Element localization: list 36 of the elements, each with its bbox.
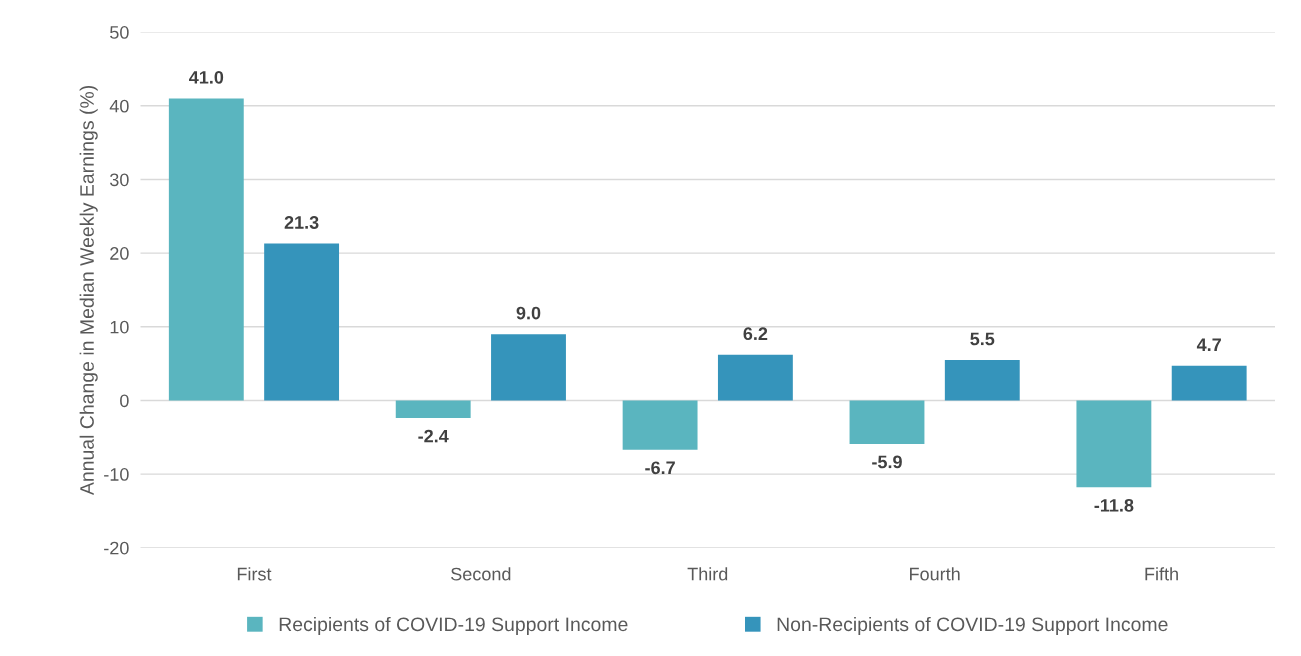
legend-label: Recipients of COVID-19 Support Income (279, 616, 628, 636)
data-label: 4.7 (1196, 338, 1221, 351)
data-label: 9.0 (516, 306, 541, 320)
y-tick-label: 40 (109, 99, 129, 113)
y-tick-label: 50 (110, 26, 129, 39)
y-tick-label: -20 (104, 541, 129, 555)
y-tick-label: -10 (104, 468, 129, 481)
data-label: 6.2 (743, 327, 768, 341)
data-label: -2.4 (418, 429, 449, 443)
x-tick-label: Second (451, 567, 511, 581)
y-axis-title: Annual Change in Median Weekly Earnings (%) (79, 85, 98, 496)
bar (168, 98, 244, 401)
x-tick-label: Fifth (1145, 567, 1178, 581)
y-tick-label: 10 (110, 320, 129, 334)
data-label: -5.9 (872, 455, 902, 469)
data-label: 21.3 (284, 216, 319, 229)
data-label: -11.8 (1094, 498, 1134, 512)
bar (491, 334, 566, 401)
bar (1076, 400, 1152, 488)
y-tick-label: 20 (110, 247, 129, 260)
bar (849, 400, 925, 444)
bar (944, 359, 1020, 401)
x-tick-label: Fourth (910, 567, 960, 581)
x-tick-label: First (237, 567, 272, 581)
bar (395, 400, 471, 419)
bar (622, 400, 698, 450)
y-tick-label: 30 (110, 173, 129, 187)
data-label: 5.5 (970, 332, 995, 346)
x-tick-label: Third (687, 567, 728, 581)
y-tick-label: 0 (120, 394, 129, 408)
data-label: 41.0 (189, 70, 224, 84)
legend-label: Non-Recipients of COVID-19 Support Income (777, 616, 1168, 636)
data-label: -6.7 (645, 461, 675, 475)
bar (717, 354, 793, 401)
bar (1171, 365, 1247, 401)
bar (264, 243, 340, 401)
